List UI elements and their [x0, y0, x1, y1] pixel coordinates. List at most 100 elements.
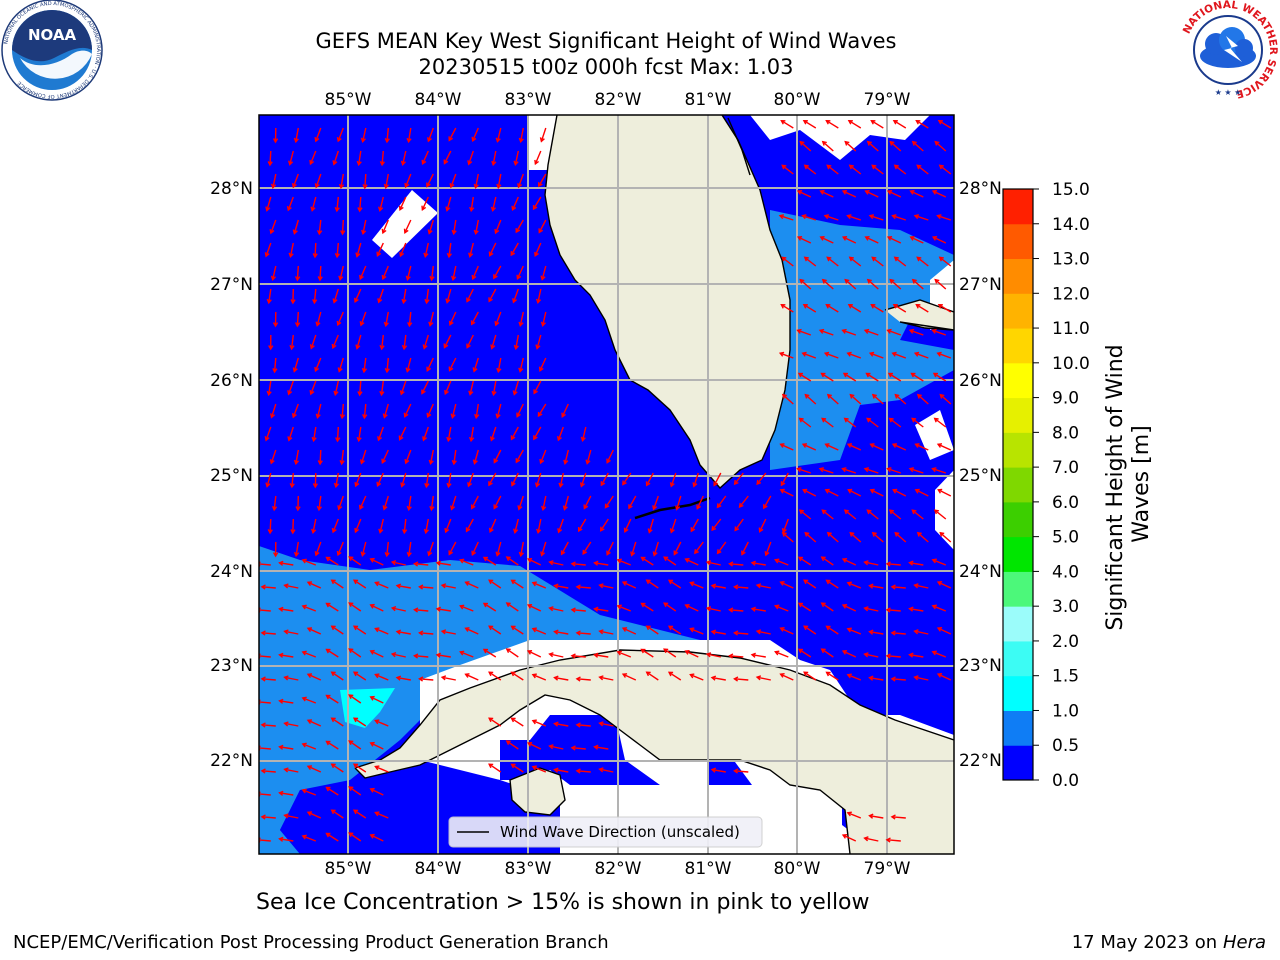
wave-arrow-head: [779, 673, 785, 678]
colorbar-swatch: [1003, 362, 1033, 399]
wave-arrow: [539, 449, 547, 464]
wave-arrow-head: [488, 297, 493, 303]
wave-arrow-head: [464, 673, 470, 678]
wave-arrow-head: [844, 278, 850, 284]
wave-arrow: [798, 602, 812, 612]
wave-arrow: [272, 265, 277, 280]
wave-arrow-head: [779, 488, 785, 494]
wave-arrow: [844, 417, 857, 428]
wave-arrow-head: [645, 579, 651, 585]
wave-arrow: [261, 586, 276, 589]
wave-arrow: [798, 648, 812, 658]
wave-arrow: [348, 556, 362, 566]
wave-arrow: [404, 403, 412, 417]
wave-arrow: [706, 561, 721, 566]
wave-arrow: [266, 196, 272, 211]
lat-label: 22°N: [959, 751, 1002, 771]
wave-arrow: [361, 541, 367, 556]
wave-arrow-head: [418, 584, 424, 590]
wave-arrow-head: [469, 206, 475, 213]
wave-arrow: [892, 443, 907, 451]
wave-arrow-head: [689, 673, 695, 679]
wave-arrow-head: [314, 136, 320, 143]
wave-arrow: [690, 674, 704, 681]
wave-arrow-head: [931, 650, 937, 656]
lon-label: 80°W: [774, 90, 821, 110]
wave-arrow: [844, 279, 857, 290]
wave-arrow-head: [710, 767, 717, 773]
wave-arrow-head: [339, 460, 345, 466]
lat-label: 23°N: [959, 656, 1002, 676]
wave-arrow: [483, 648, 497, 658]
wave-arrow: [515, 219, 524, 233]
wave-arrow: [401, 472, 407, 487]
wave-arrow-head: [553, 767, 559, 773]
wave-arrow: [549, 607, 564, 612]
wave-arrow: [448, 127, 457, 141]
wave-arrow: [473, 449, 479, 464]
wave-arrow-head: [847, 303, 853, 309]
sea-ice-note: Sea Ice Concentration > 15% is shown in …: [256, 890, 870, 915]
wave-arrow: [425, 472, 429, 487]
lat-label: 27°N: [210, 275, 253, 295]
wave-arrow-head: [841, 190, 848, 195]
wave-arrow: [821, 556, 834, 566]
wave-arrow: [399, 242, 407, 257]
wave-arrow-head: [448, 366, 454, 372]
wave-arrow-head: [325, 786, 331, 792]
wave-arrow: [533, 426, 542, 440]
wave-arrow-head: [260, 768, 266, 774]
wave-arrow-head: [359, 459, 365, 465]
wave-arrow-head: [938, 164, 944, 170]
wave-arrow: [295, 541, 299, 556]
wave-arrow: [932, 605, 947, 612]
wave-arrow-head: [553, 721, 559, 727]
wave-arrow: [465, 518, 474, 532]
wave-arrow-head: [630, 551, 636, 557]
wave-arrow: [889, 417, 902, 428]
wave-arrow-head: [598, 721, 604, 727]
wave-arrow: [315, 127, 322, 142]
wave-arrow-head: [395, 629, 402, 635]
wave-arrow-head: [348, 832, 354, 837]
wave-arrow-head: [468, 252, 474, 258]
wave-arrow-head: [260, 630, 266, 636]
wave-arrow: [288, 426, 294, 441]
wave-arrow: [353, 809, 367, 819]
wave-arrow: [517, 173, 524, 188]
wave-arrow-head: [355, 252, 361, 258]
wave-arrow-head: [526, 604, 533, 609]
wave-arrow: [891, 632, 906, 635]
wave-arrow-head: [868, 813, 874, 819]
wave-arrow-head: [841, 604, 848, 609]
wave-arrow-head: [465, 527, 471, 533]
wave-arrow-head: [264, 252, 270, 258]
wave-arrow-head: [381, 274, 387, 281]
wave-arrow-head: [869, 488, 875, 494]
wave-arrow-head: [404, 182, 410, 189]
wave-arrow-head: [579, 482, 585, 488]
wave-arrow: [383, 495, 389, 510]
wave-arrow-head: [553, 583, 559, 589]
wave-arrow: [706, 607, 721, 612]
wave-arrow: [489, 242, 497, 256]
wave-arrow: [937, 673, 952, 681]
wave-arrow-head: [848, 164, 854, 170]
wave-arrow-head: [535, 482, 541, 488]
chart-title: GEFS MEAN Key West Significant Height of…: [315, 29, 897, 53]
wave-arrow-head: [401, 344, 408, 351]
wave-arrow: [934, 279, 947, 290]
wave-arrow-head: [301, 788, 307, 794]
wave-arrow: [491, 334, 497, 349]
wave-arrow-head: [444, 389, 449, 396]
lat-label: 25°N: [210, 466, 253, 486]
wave-arrow: [779, 215, 794, 221]
wave-arrow-head: [774, 604, 780, 610]
wave-arrow-head: [621, 673, 628, 678]
wave-arrow-head: [864, 190, 870, 195]
footer-date-text: 17 May 2023 on: [1071, 932, 1218, 953]
wave-arrow: [334, 380, 339, 395]
wave-arrow-head: [582, 549, 588, 555]
wave-arrow: [889, 279, 902, 290]
wave-arrow: [889, 509, 902, 520]
